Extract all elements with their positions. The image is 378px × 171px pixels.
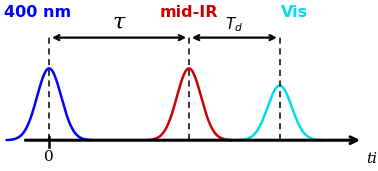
Text: 400 nm: 400 nm [4,5,71,20]
Text: mid-IR: mid-IR [160,5,218,20]
Text: τ: τ [113,12,125,34]
Text: 0: 0 [44,150,54,165]
Text: time: time [367,152,378,166]
Text: Vis: Vis [281,5,308,20]
Text: $T_d$: $T_d$ [225,16,243,34]
